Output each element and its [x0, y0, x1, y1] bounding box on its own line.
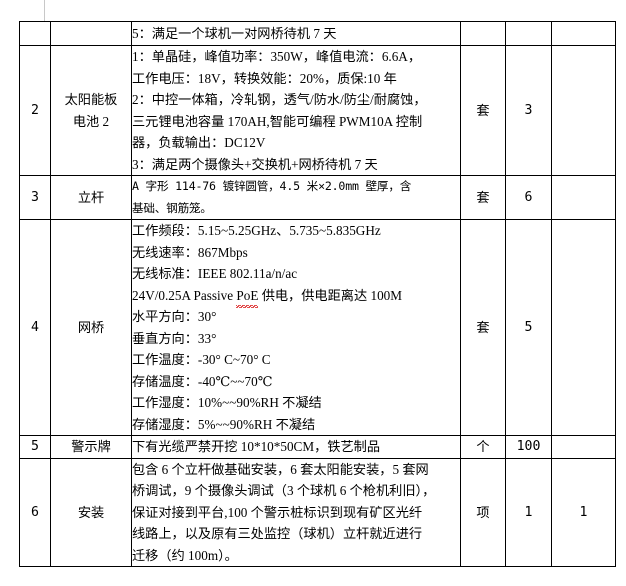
cell-spec: A 字形 114-76 镀锌圆管，4.5 米×2.0mm 壁厚，含 基础、钢筋笼…: [131, 175, 461, 220]
cell-index: 6: [19, 457, 51, 567]
spec-line: 桥调试，9 个摄像头调试（3 个球机 6 个枪机利旧），: [132, 483, 436, 498]
spec-line: 2：中控一体箱，冷轧钢，透气/防水/防尘/耐腐蚀，: [132, 92, 427, 107]
cell-name: 警示牌: [50, 435, 132, 459]
name-line: 警示牌: [71, 439, 111, 454]
cell-extra: [551, 435, 616, 459]
spec-line: 无线标准：IEEE 802.11a/n/ac: [132, 266, 298, 281]
cell-spec: 包含 6 个立杆做基础安装，6 套太阳能安装，5 套网 桥调试，9 个摄像头调试…: [131, 457, 461, 567]
cell-qty: [505, 21, 552, 46]
spec-line: 工作温度：-30° C~70° C: [132, 352, 271, 367]
cell-name: 立杆: [50, 175, 132, 220]
cell-spec: 5：满足一个球机一对网桥待机 7 天: [131, 21, 461, 46]
cell-extra: [551, 175, 616, 220]
cell-index: 5: [19, 435, 51, 459]
spec-line: 线路上，以及原有三处监控（球机）立杆就近进行: [132, 526, 423, 541]
spec-table: 5：满足一个球机一对网桥待机 7 天 2 太阳能板 电池 2: [19, 21, 616, 567]
name-line: 安装: [77, 504, 105, 520]
cell-qty: 1: [505, 457, 552, 567]
spec-line: 三元锂电池容量 170AH,智能可编程 PWM10A 控制: [132, 113, 423, 129]
cell-unit: 套: [460, 219, 506, 436]
cell-name: 太阳能板 电池 2: [50, 45, 132, 176]
table-row: 4 网桥 工作频段：5.15~5.25GHz、5.735~5.835GHz 无线…: [19, 219, 616, 436]
cell-extra: [551, 219, 616, 436]
spec-line: 水平方向：30°: [132, 309, 217, 324]
spec-line: 5：满足一个球机一对网桥待机 7 天: [132, 25, 337, 41]
cell-extra: [551, 21, 616, 46]
spec-line: 基础、钢筋笼。: [132, 200, 212, 215]
spellcheck-word-poe: PoE: [236, 285, 258, 308]
spec-line: 包含 6 个立杆做基础安装，6 套太阳能安装，5 套网: [132, 461, 429, 477]
cell-name: 安装: [50, 457, 132, 567]
spec-line: 下有光缆严禁开挖 10*10*50CM，铁艺制品: [132, 439, 381, 454]
cell-unit: 套: [460, 45, 506, 176]
cell-qty: 6: [505, 175, 552, 220]
cell-extra: 1: [551, 457, 616, 567]
table-row: 3 立杆 A 字形 114-76 镀锌圆管，4.5 米×2.0mm 壁厚，含 基…: [19, 175, 616, 220]
cell-index: 3: [19, 175, 51, 220]
table-row: 5 警示牌 下有光缆严禁开挖 10*10*50CM，铁艺制品 个 100: [19, 435, 616, 459]
spec-line: 存储温度：-40℃~~70℃: [132, 373, 273, 389]
cell-qty: 3: [505, 45, 552, 176]
spec-line: 垂直方向：33°: [132, 330, 217, 346]
table-row: 2 太阳能板 电池 2 1：单晶硅，峰值功率：350W，峰值电流：6.6A， 工…: [19, 45, 616, 176]
spec-line: 工作湿度：10%~~90%RH 不凝结: [132, 395, 322, 410]
spec-line-poe: 24V/0.25A Passive PoE 供电，供电距离达 100M: [132, 285, 460, 308]
name-line: 立杆: [77, 189, 105, 205]
spec-line: A 字形 114-76 镀锌圆管，4.5 米×2.0mm 壁厚，含: [132, 179, 412, 193]
cell-unit: 套: [460, 175, 506, 220]
spec-line: 1：单晶硅，峰值功率：350W，峰值电流：6.6A，: [132, 49, 422, 64]
name-line: 太阳能板: [64, 92, 118, 107]
spec-line: 保证对接到平台,100 个警示桩标识到现有矿区光纤: [132, 504, 423, 520]
cell-extra: [551, 45, 616, 176]
spec-line: 迁移（约 100m）。: [132, 547, 238, 563]
cell-unit: 项: [460, 457, 506, 567]
spec-line: 存储湿度：5%~~90%RH 不凝结: [132, 416, 316, 432]
cell-spec: 工作频段：5.15~5.25GHz、5.735~5.835GHz 无线速率：86…: [131, 219, 461, 436]
table-row: 5：满足一个球机一对网桥待机 7 天: [19, 21, 616, 46]
cell-index: 4: [19, 219, 51, 436]
cell-index: 2: [19, 45, 51, 176]
table-row: 6 安装 包含 6 个立杆做基础安装，6 套太阳能安装，5 套网 桥调试，9 个…: [19, 457, 616, 567]
name-line: 网桥: [77, 319, 105, 335]
spec-table-container: 5：满足一个球机一对网桥待机 7 天 2 太阳能板 电池 2: [19, 21, 616, 567]
cell-unit: [460, 21, 506, 46]
cell-unit: 个: [460, 435, 506, 459]
cell-index: [19, 21, 51, 46]
spec-line: 工作频段：5.15~5.25GHz、5.735~5.835GHz: [132, 223, 381, 238]
cell-name: 网桥: [50, 219, 132, 436]
cell-qty: 5: [505, 219, 552, 436]
spec-line: 工作电压：18V，转换效能：20%，质保:10 年: [132, 70, 397, 86]
cell-spec: 下有光缆严禁开挖 10*10*50CM，铁艺制品: [131, 435, 461, 459]
cell-name: [50, 21, 132, 46]
spec-line: 无线速率：867Mbps: [132, 244, 248, 260]
cell-spec: 1：单晶硅，峰值功率：350W，峰值电流：6.6A， 工作电压：18V，转换效能…: [131, 45, 461, 176]
spec-line: 器，负载输出：DC12V: [132, 135, 266, 150]
margin-guide-line: [44, 0, 45, 21]
cell-qty: 100: [505, 435, 552, 459]
name-line: 电池 2: [72, 113, 110, 129]
spec-line: 3：满足两个摄像头+交换机+网桥待机 7 天: [132, 156, 378, 172]
